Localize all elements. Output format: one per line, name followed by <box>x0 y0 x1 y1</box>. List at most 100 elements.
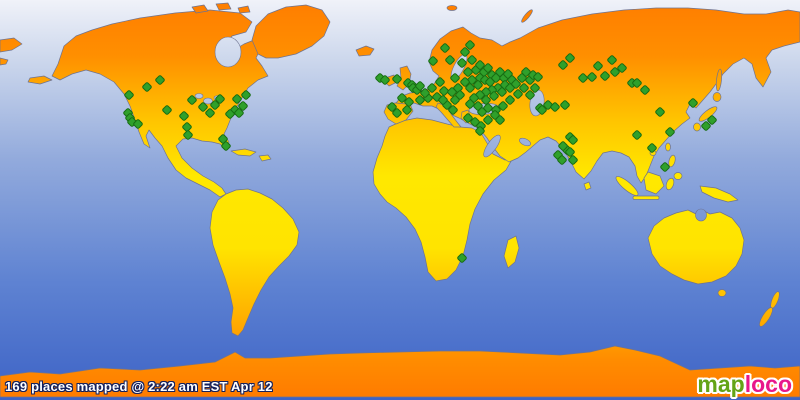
nz-south-island <box>759 307 773 327</box>
visitor-dot <box>198 102 208 112</box>
antarctica <box>0 345 800 398</box>
visitor-dot <box>450 95 460 105</box>
visitor-dot <box>133 119 143 129</box>
visitor-dot <box>495 115 505 125</box>
new-guinea <box>699 185 739 203</box>
kyushu <box>693 122 701 132</box>
visitor-dot <box>568 155 578 165</box>
visitor-dot <box>415 81 425 91</box>
visitor-dot <box>463 113 473 123</box>
visitor-dot <box>460 77 470 87</box>
great-lake-2 <box>203 97 213 105</box>
visitor-dot <box>465 99 475 109</box>
tasmania <box>717 289 727 297</box>
visitor-dot <box>205 108 215 118</box>
visitor-dot <box>498 101 508 111</box>
visitor-dot <box>142 82 152 92</box>
sakhalin <box>715 68 723 92</box>
visitor-dot <box>489 91 499 101</box>
visitor-dot <box>610 67 620 77</box>
visitor-dot <box>420 88 430 98</box>
visitor-dot <box>513 89 523 99</box>
visitor-dot <box>511 79 521 89</box>
visitor-dot <box>578 73 588 83</box>
svalbard <box>446 5 458 11</box>
sulawesi <box>665 177 675 191</box>
visitor-dot <box>179 111 189 121</box>
visitor-dot <box>435 77 445 87</box>
visitor-dot <box>558 60 568 70</box>
visitor-dot <box>232 94 242 104</box>
visitor-dot <box>380 75 390 85</box>
java <box>632 195 660 200</box>
visitor-dot <box>647 143 657 153</box>
africa <box>372 117 514 282</box>
visitor-dot <box>557 155 567 165</box>
visitor-dot <box>565 53 575 63</box>
maploco-logo-link[interactable]: maploco <box>697 371 792 398</box>
visitor-dot <box>537 105 547 115</box>
cuba <box>230 148 257 157</box>
visitor-dot <box>225 109 235 119</box>
luzon <box>668 154 676 168</box>
hispaniola <box>258 154 272 162</box>
visitor-dot <box>397 93 407 103</box>
visitor-dot <box>465 40 475 50</box>
visitor-dot <box>183 130 193 140</box>
visitor-dot <box>187 95 197 105</box>
visitor-dot <box>440 43 450 53</box>
visitor-dot <box>519 83 529 93</box>
south-america <box>209 188 300 337</box>
visitor-dot <box>457 253 467 263</box>
places-mapped-label: 169 places mapped @ 2:22 am EST Apr 12 <box>5 379 273 394</box>
visitor-dot <box>155 75 165 85</box>
visitor-dot <box>234 108 244 118</box>
australia <box>647 209 745 285</box>
visitor-dot <box>550 102 560 112</box>
arctic-islands <box>191 2 251 14</box>
left-edge-land <box>0 37 53 85</box>
visitor-dot <box>632 130 642 140</box>
visitor-dot <box>445 55 455 65</box>
visitor-dot <box>701 121 711 131</box>
visitor-dot <box>600 71 610 81</box>
hudson-bay <box>214 36 242 68</box>
persian-gulf <box>519 137 531 147</box>
visitor-dot <box>473 80 483 90</box>
visitor-dot <box>450 73 460 83</box>
visitor-dot <box>210 100 220 110</box>
visitor-dot <box>483 115 493 125</box>
visitor-dot <box>665 127 675 137</box>
greenland <box>251 4 331 59</box>
logo-text-map: map <box>697 371 745 397</box>
visitor-dot <box>655 107 665 117</box>
visitor-dot <box>460 47 470 57</box>
taiwan <box>665 142 671 152</box>
sumatra <box>615 176 639 196</box>
visitor-dot <box>475 60 485 70</box>
visitor-dot <box>215 94 225 104</box>
visitor-dot <box>617 63 627 73</box>
sri-lanka <box>583 181 592 191</box>
visitor-dots-layer <box>123 40 717 263</box>
visitor-dot <box>688 98 698 108</box>
great-lake-1 <box>194 93 204 99</box>
visitor-dot <box>497 87 507 97</box>
visitor-dot <box>438 95 448 105</box>
visitor-dot <box>463 67 473 77</box>
visitor-dot <box>427 83 437 93</box>
iceland <box>355 45 375 57</box>
visitor-dot <box>587 72 597 82</box>
visitor-dot <box>640 85 650 95</box>
visitor-dot <box>448 105 458 115</box>
visitor-dot <box>525 90 535 100</box>
visitor-dot <box>558 141 568 151</box>
visitor-dot <box>475 126 485 136</box>
visitor-dot <box>505 95 515 105</box>
visitor-dot <box>182 122 192 132</box>
visitor-dot <box>707 115 717 125</box>
visitor-dot <box>560 100 570 110</box>
hokkaido <box>712 92 722 102</box>
